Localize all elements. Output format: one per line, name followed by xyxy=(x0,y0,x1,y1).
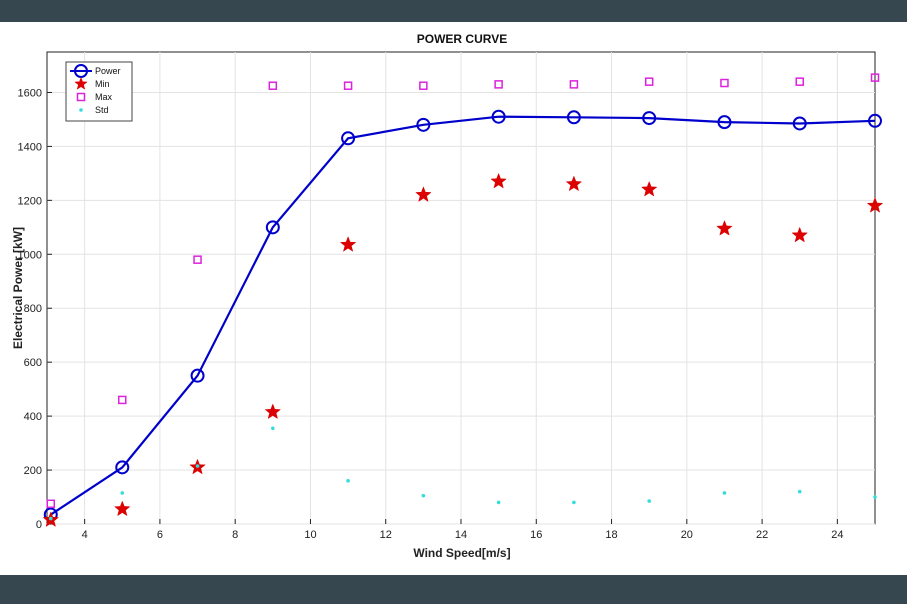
power-point xyxy=(792,116,807,131)
max-point xyxy=(419,81,428,90)
y-tick-label: 600 xyxy=(24,357,42,369)
x-tick-label: 16 xyxy=(530,529,542,541)
min-point xyxy=(716,220,733,236)
x-tick-label: 12 xyxy=(380,529,392,541)
std-point xyxy=(421,493,426,498)
max-point xyxy=(569,80,579,89)
grid xyxy=(47,52,875,525)
x-tick-label: 18 xyxy=(605,529,617,541)
max-point xyxy=(720,78,729,88)
std-point xyxy=(797,489,802,494)
power-point xyxy=(416,117,431,132)
x-tick-label: 14 xyxy=(455,529,467,541)
x-axis-label: Wind Speed[m/s] xyxy=(413,546,510,560)
power-point xyxy=(642,111,657,126)
std-point xyxy=(48,516,53,521)
chart-title: POWER CURVE xyxy=(417,32,507,46)
min-point xyxy=(866,196,884,213)
power-point xyxy=(868,113,882,128)
max-point xyxy=(644,77,654,86)
power-point xyxy=(491,109,506,124)
legend-min-label: Min xyxy=(95,79,110,89)
legend: Power Min Max Std xyxy=(65,61,133,122)
legend-std-marker xyxy=(79,108,83,112)
std-point xyxy=(722,491,727,495)
x-tick-label: 24 xyxy=(831,529,843,541)
y-tick-label: 200 xyxy=(24,465,42,477)
legend-power-label: Power xyxy=(95,66,121,76)
std-point xyxy=(195,464,200,468)
power-series-line xyxy=(50,115,876,516)
power-point xyxy=(566,110,581,125)
min-point xyxy=(415,186,432,202)
series-layer xyxy=(42,73,884,527)
chart-figure: POWER CURVE 4 6 8 10 12 14 16 18 20 22 24 0 200 400 60… xyxy=(0,22,907,575)
min-point xyxy=(114,500,131,517)
min-point xyxy=(640,180,658,197)
y-tick-label: 800 xyxy=(24,303,42,315)
min-point xyxy=(565,175,583,192)
std-point xyxy=(572,500,576,505)
y-tick-label: 1200 xyxy=(18,195,42,207)
max-point xyxy=(343,81,353,90)
power-point xyxy=(341,131,356,146)
y-tick-label: 1400 xyxy=(18,141,42,153)
std-point xyxy=(647,499,651,503)
power-point xyxy=(265,220,280,235)
min-point xyxy=(791,226,808,243)
max-point xyxy=(118,395,127,405)
min-point xyxy=(264,403,282,420)
max-point xyxy=(795,77,804,86)
max-point xyxy=(494,80,503,89)
power-point xyxy=(717,115,732,130)
y-tick-label: 400 xyxy=(24,411,42,423)
axis-ticks: 4 6 8 10 12 14 16 18 20 22 24 0 200 400 600 800 1000 1200… xyxy=(18,87,844,541)
y-tick-label: 1600 xyxy=(18,87,42,99)
max-point xyxy=(268,81,278,90)
std-point xyxy=(873,495,877,499)
std-point xyxy=(346,479,350,483)
max-point xyxy=(870,73,880,82)
legend-std-label: Std xyxy=(95,105,109,115)
min-point xyxy=(490,172,507,189)
y-tick-label: 0 xyxy=(36,519,42,531)
x-tick-label: 8 xyxy=(232,529,238,541)
std-point xyxy=(271,426,275,431)
x-tick-label: 20 xyxy=(681,529,693,541)
std-point xyxy=(120,491,125,495)
std-point xyxy=(496,500,501,505)
power-point xyxy=(115,460,130,475)
x-tick-label: 22 xyxy=(756,529,768,541)
y-axis-label: Electrical Power [kW] xyxy=(11,227,25,349)
x-tick-label: 10 xyxy=(304,529,316,541)
legend-max-label: Max xyxy=(95,92,113,102)
legend-min-marker xyxy=(74,76,88,90)
max-point xyxy=(46,499,56,509)
power-point xyxy=(190,368,205,383)
y-tick-label: 1000 xyxy=(18,249,42,261)
x-tick-label: 4 xyxy=(82,529,88,541)
min-point xyxy=(339,236,357,252)
max-point xyxy=(193,255,202,264)
legend-max-marker xyxy=(76,92,86,102)
x-tick-label: 6 xyxy=(157,529,163,541)
power-curve-chart: POWER CURVE 4 6 8 10 12 14 16 18 20 22 24 0 200 400 60… xyxy=(11,32,884,560)
